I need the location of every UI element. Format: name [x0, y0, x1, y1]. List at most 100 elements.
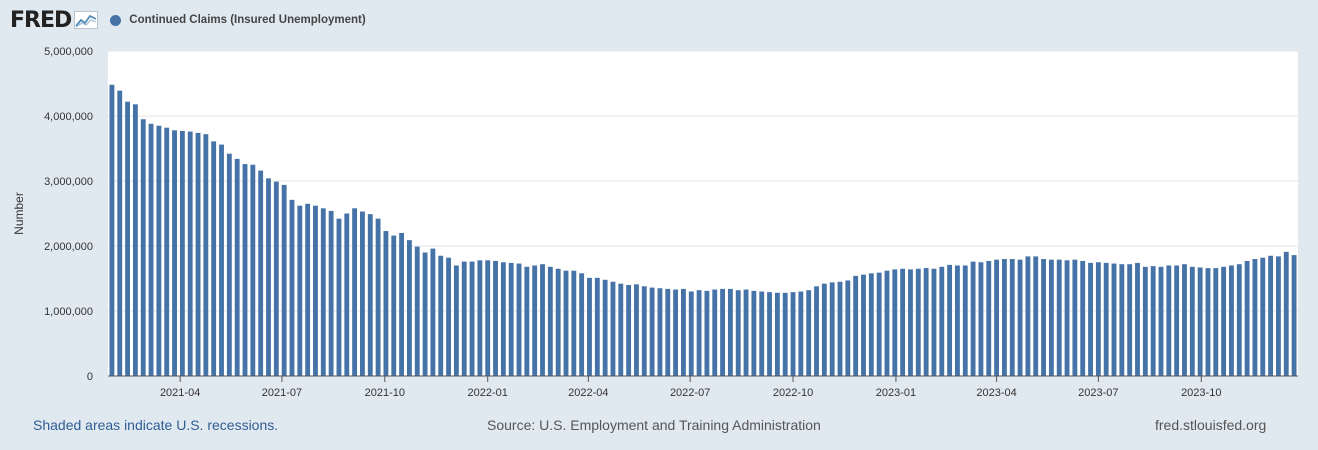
- bar[interactable]: [399, 233, 405, 376]
- bar[interactable]: [516, 263, 522, 376]
- bar[interactable]: [461, 261, 467, 376]
- bar[interactable]: [179, 130, 185, 376]
- bar[interactable]: [352, 208, 358, 376]
- bar[interactable]: [1119, 264, 1125, 376]
- bar[interactable]: [266, 178, 271, 376]
- chart-legend[interactable]: Continued Claims (Insured Unemployment): [110, 14, 366, 26]
- bar[interactable]: [1189, 266, 1195, 376]
- site-url[interactable]: fred.stlouisfed.org: [1155, 417, 1267, 433]
- bar[interactable]: [211, 141, 217, 376]
- bar[interactable]: [665, 288, 671, 376]
- bar[interactable]: [626, 285, 632, 376]
- bar[interactable]: [203, 134, 209, 376]
- bar[interactable]: [681, 288, 686, 376]
- bar[interactable]: [767, 292, 772, 376]
- bar[interactable]: [187, 131, 193, 376]
- bar[interactable]: [360, 211, 365, 376]
- bar[interactable]: [1197, 267, 1203, 376]
- bar[interactable]: [837, 281, 843, 376]
- bar[interactable]: [955, 265, 960, 377]
- bar[interactable]: [1244, 260, 1250, 376]
- bar[interactable]: [493, 260, 498, 376]
- bar-series[interactable]: [109, 84, 1297, 377]
- bar[interactable]: [422, 252, 428, 377]
- bar[interactable]: [1268, 255, 1274, 376]
- bar[interactable]: [1283, 251, 1289, 376]
- bar[interactable]: [485, 260, 491, 376]
- bar[interactable]: [1103, 262, 1109, 376]
- bar[interactable]: [868, 273, 874, 376]
- bar[interactable]: [367, 214, 373, 376]
- bar[interactable]: [884, 270, 890, 376]
- bar[interactable]: [125, 101, 130, 376]
- bar[interactable]: [931, 268, 937, 376]
- bar[interactable]: [430, 248, 436, 376]
- bar[interactable]: [1236, 264, 1242, 376]
- bar[interactable]: [109, 84, 115, 377]
- bar[interactable]: [892, 269, 898, 376]
- bar[interactable]: [814, 286, 819, 376]
- bar[interactable]: [289, 199, 295, 376]
- bar[interactable]: [908, 269, 913, 376]
- bar[interactable]: [735, 290, 741, 376]
- bar[interactable]: [555, 268, 561, 376]
- bar[interactable]: [1252, 259, 1258, 376]
- bar[interactable]: [853, 275, 859, 376]
- bar[interactable]: [1080, 260, 1086, 376]
- bar[interactable]: [743, 289, 749, 376]
- bar[interactable]: [540, 264, 545, 376]
- bar[interactable]: [1158, 266, 1164, 376]
- bar[interactable]: [1127, 264, 1133, 376]
- bar[interactable]: [500, 262, 506, 376]
- bar[interactable]: [1229, 265, 1234, 377]
- bar[interactable]: [547, 266, 553, 376]
- bar[interactable]: [305, 203, 311, 376]
- bar[interactable]: [594, 277, 600, 376]
- bar[interactable]: [618, 283, 624, 376]
- bar[interactable]: [1009, 259, 1015, 376]
- bar[interactable]: [469, 261, 475, 376]
- bar[interactable]: [172, 130, 177, 376]
- bar[interactable]: [344, 213, 350, 377]
- bar[interactable]: [132, 104, 138, 377]
- bar[interactable]: [1111, 263, 1117, 376]
- bar[interactable]: [532, 265, 538, 377]
- bar[interactable]: [782, 292, 788, 376]
- bar[interactable]: [313, 205, 318, 376]
- bar[interactable]: [242, 164, 248, 376]
- bar[interactable]: [947, 264, 953, 376]
- bar[interactable]: [1205, 268, 1211, 376]
- bar[interactable]: [195, 132, 201, 376]
- bar[interactable]: [798, 291, 804, 377]
- bar[interactable]: [446, 257, 451, 376]
- bar[interactable]: [1150, 266, 1156, 376]
- bar[interactable]: [1221, 266, 1227, 376]
- fred-logo[interactable]: FRED: [10, 8, 99, 33]
- bar[interactable]: [234, 158, 240, 376]
- bar[interactable]: [751, 290, 757, 376]
- bar[interactable]: [328, 210, 334, 376]
- bar[interactable]: [1276, 256, 1281, 376]
- bar[interactable]: [806, 290, 812, 376]
- bar[interactable]: [1213, 268, 1219, 376]
- bar[interactable]: [140, 119, 146, 376]
- bar[interactable]: [861, 274, 866, 376]
- bar[interactable]: [1135, 262, 1140, 376]
- bar[interactable]: [978, 262, 984, 376]
- bar[interactable]: [1166, 265, 1172, 377]
- bar[interactable]: [994, 259, 1000, 376]
- bar[interactable]: [1291, 255, 1297, 376]
- bar[interactable]: [1056, 259, 1062, 376]
- bar[interactable]: [219, 144, 224, 376]
- bar[interactable]: [1001, 259, 1007, 376]
- bar[interactable]: [156, 125, 162, 376]
- bar[interactable]: [1025, 256, 1031, 376]
- bar[interactable]: [383, 231, 389, 376]
- bar[interactable]: [962, 265, 968, 377]
- bar[interactable]: [900, 268, 906, 376]
- bar[interactable]: [1260, 257, 1266, 376]
- bar[interactable]: [164, 127, 170, 376]
- bar[interactable]: [876, 272, 882, 376]
- bar[interactable]: [845, 280, 851, 376]
- bar[interactable]: [508, 262, 514, 376]
